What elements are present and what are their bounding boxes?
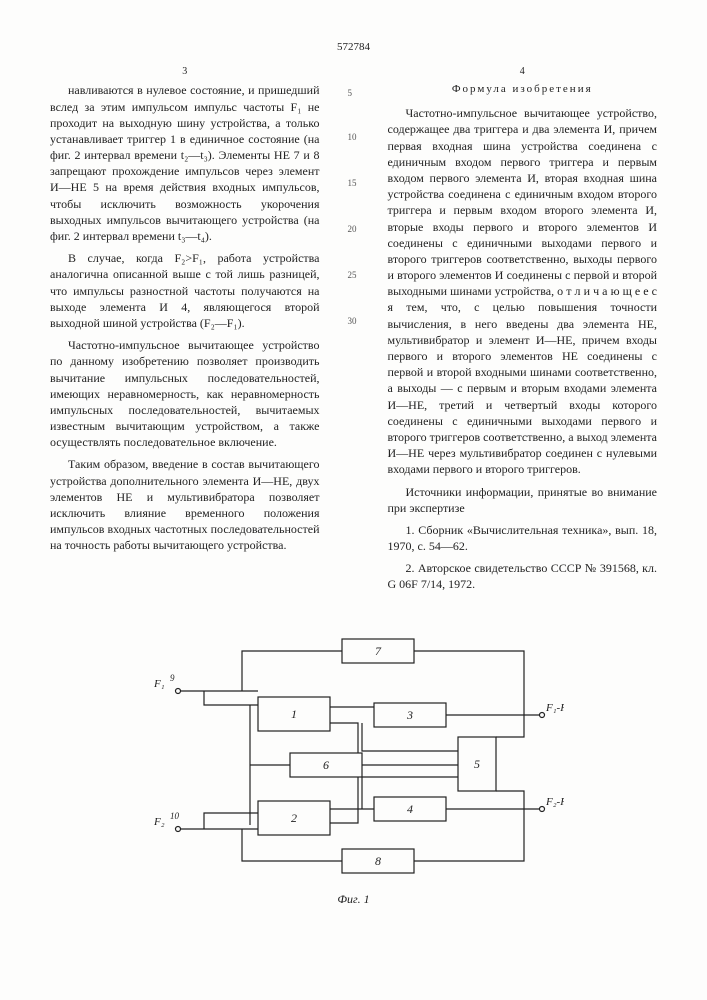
left-p1: навливаются в нулевое состояние, и прише… xyxy=(50,82,320,244)
svg-text:3: 3 xyxy=(406,708,413,722)
right-column: 4 Формула изобретения Частотно-импульсно… xyxy=(388,65,658,599)
line-marker: 20 xyxy=(348,223,357,235)
reference-2: 2. Авторское свидетельство СССР № 391568… xyxy=(388,560,658,592)
svg-text:F₂-F₁: F₂-F₁ xyxy=(545,796,564,808)
left-col-number: 3 xyxy=(50,65,320,79)
right-col-number: 4 xyxy=(388,65,658,79)
figure-1: 7 1 3 6 5 2 4 8 F₁ 9 F₂ 10 F₁-F₂ F₂-F₁ xyxy=(50,627,657,887)
circuit-diagram: 7 1 3 6 5 2 4 8 F₁ 9 F₂ 10 F₁-F₂ F₂-F₁ xyxy=(144,627,564,887)
figure-caption: Фиг. 1 xyxy=(50,891,657,907)
line-marker: 25 xyxy=(348,269,357,281)
right-p1: Частотно-импульсное вычитающее устройств… xyxy=(388,105,658,477)
left-p3: Частотно-импульсное вычитающее устройств… xyxy=(50,337,320,450)
left-p4: Таким образом, введение в состав вычитаю… xyxy=(50,456,320,553)
reference-1: 1. Сборник «Вычислительная техника», вып… xyxy=(388,522,658,554)
left-p2: В случае, когда F₂>F₁, работа устройства… xyxy=(50,250,320,331)
svg-text:F₂: F₂ xyxy=(153,816,165,828)
references-title: Источники информации, принятые во вниман… xyxy=(388,484,658,516)
svg-text:8: 8 xyxy=(375,854,381,868)
line-marker: 10 xyxy=(348,131,357,143)
svg-text:6: 6 xyxy=(323,758,329,772)
claims-title: Формула изобретения xyxy=(388,82,658,97)
two-column-body: 3 навливаются в нулевое состояние, и при… xyxy=(50,65,657,599)
svg-text:1: 1 xyxy=(291,707,297,721)
svg-text:10: 10 xyxy=(170,811,180,821)
line-marker: 5 xyxy=(348,87,353,99)
svg-text:F₁: F₁ xyxy=(153,678,165,690)
line-marker: 15 xyxy=(348,177,357,189)
svg-text:7: 7 xyxy=(375,644,382,658)
svg-text:2: 2 xyxy=(291,811,297,825)
line-marker: 30 xyxy=(348,315,357,327)
svg-text:5: 5 xyxy=(474,757,480,771)
svg-text:4: 4 xyxy=(407,802,413,816)
svg-text:9: 9 xyxy=(170,673,175,683)
line-number-gutter: 5 10 15 20 25 30 xyxy=(344,65,364,599)
left-column: 3 навливаются в нулевое состояние, и при… xyxy=(50,65,320,599)
patent-number: 572784 xyxy=(50,40,657,55)
svg-text:F₁-F₂: F₁-F₂ xyxy=(545,702,564,714)
